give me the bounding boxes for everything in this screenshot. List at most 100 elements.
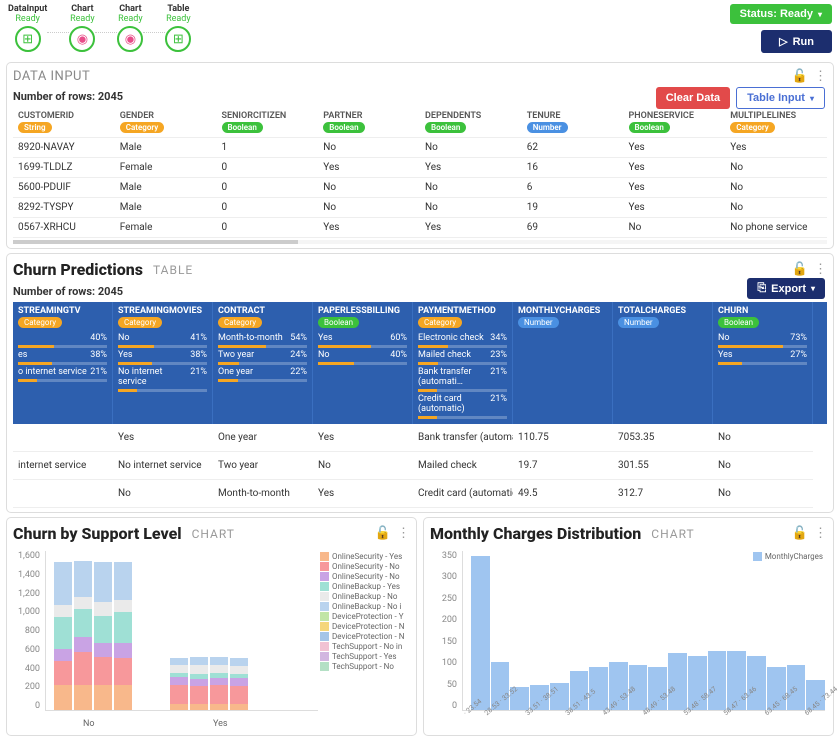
table-row[interactable]: internet serviceNo internet serviceTwo y…: [13, 452, 827, 480]
legend-item: OnlineBackup - No i: [320, 602, 410, 611]
column-header[interactable]: TENURENumber: [522, 107, 624, 138]
type-tag: Number: [518, 317, 559, 328]
cell: No: [318, 138, 420, 158]
run-button[interactable]: ▷Run: [761, 30, 832, 53]
h-scrollbar[interactable]: [13, 240, 827, 244]
run-label: Run: [793, 36, 814, 48]
cell: No: [713, 424, 813, 452]
table-row[interactable]: 1699-TLDLZFemale0YesYes16YesNo: [13, 158, 827, 178]
clear-data-button[interactable]: Clear Data: [656, 87, 730, 109]
column-header[interactable]: CUSTOMERIDString: [13, 107, 115, 138]
cell: No: [113, 480, 213, 508]
y-tick: 250: [430, 594, 457, 604]
cell: Yes: [624, 178, 726, 198]
cell: No: [318, 178, 420, 198]
step-title: Table: [165, 4, 191, 14]
legend-swatch: [320, 592, 329, 601]
more-icon[interactable]: ⋮: [814, 262, 827, 277]
cell: No: [420, 138, 522, 158]
panel-subtitle: TABLE: [153, 263, 193, 277]
cell: internet service: [13, 452, 113, 480]
type-tag: String: [18, 122, 52, 133]
legend-item: MonthlyCharges: [753, 552, 823, 561]
more-icon[interactable]: ⋮: [397, 526, 410, 541]
cell: 19: [522, 198, 624, 218]
step-status: Ready: [165, 14, 191, 24]
column-header[interactable]: STREAMINGMOVIESCategoryNo41%Yes38%No int…: [113, 302, 213, 424]
column-header[interactable]: MONTHLYCHARGESNumber: [513, 302, 613, 424]
lock-icon[interactable]: 🔓: [792, 69, 808, 84]
y-tick: 50: [430, 680, 457, 690]
stacked-bar: [74, 561, 92, 710]
cell: 49.5: [513, 480, 613, 508]
legend-swatch: [320, 572, 329, 581]
type-tag: Category: [730, 122, 775, 133]
legend-swatch: [753, 552, 762, 561]
y-tick: 350: [430, 551, 457, 561]
type-tag: Category: [218, 317, 262, 328]
column-header[interactable]: TOTALCHARGESNumber: [613, 302, 713, 424]
export-button[interactable]: ⎘Export ▾: [747, 278, 825, 299]
lock-icon[interactable]: 🔓: [792, 262, 808, 277]
table-row[interactable]: 8292-TYSPYMale0NoNo19YesNo: [13, 198, 827, 218]
legend-swatch: [320, 602, 329, 611]
column-header[interactable]: STREAMINGTVCategory40%es38%o internet se…: [13, 302, 113, 424]
legend-swatch: [320, 632, 329, 641]
cell: 1699-TLDLZ: [13, 158, 115, 178]
lock-icon[interactable]: 🔓: [375, 526, 391, 541]
cell: 7053.35: [613, 424, 713, 452]
column-header[interactable]: PAPERLESSBILLINGBooleanYes60%No40%: [313, 302, 413, 424]
panel-subtitle: CHART: [651, 527, 694, 541]
type-tag: Boolean: [323, 122, 364, 133]
legend-item: DeviceProtection - N: [320, 632, 410, 641]
column-header[interactable]: PARTNERBoolean: [318, 107, 420, 138]
pipeline-step[interactable]: ChartReady◉: [69, 4, 95, 54]
column-header[interactable]: PAYMENTMETHODCategoryElectronic check34%…: [413, 302, 513, 424]
table-input-button[interactable]: Table Input ▾: [736, 87, 825, 109]
stacked-bar: [230, 657, 248, 710]
stacked-bar: [94, 561, 112, 710]
cell: 69: [522, 218, 624, 238]
y-tick: 0: [13, 701, 40, 711]
column-header[interactable]: PHONESERVICEBoolean: [624, 107, 726, 138]
hist-chart: 350300250200150100500 MonthlyCharges · 2…: [430, 551, 827, 731]
y-tick: 150: [430, 637, 457, 647]
table-row[interactable]: NoMonth-to-monthYesCredit card (automati…: [13, 480, 827, 508]
column-header[interactable]: MULTIPLELINESCategory: [725, 107, 827, 138]
cell: Yes: [318, 218, 420, 238]
table-icon: ⊞: [165, 26, 191, 52]
x-label: Yes: [213, 719, 228, 729]
more-icon[interactable]: ⋮: [814, 69, 827, 84]
pipeline-step[interactable]: DataInputReady⊞: [8, 4, 47, 54]
table-row[interactable]: 8920-NAVAYMale1NoNo62YesYes: [13, 138, 827, 158]
y-tick: 1,200: [13, 589, 40, 599]
cell: Two year: [213, 452, 313, 480]
step-status: Ready: [69, 14, 95, 24]
churn-chart-panel: Churn by Support Level CHART 🔓⋮ 1,6001,4…: [6, 517, 417, 736]
cell: 312.7: [613, 480, 713, 508]
column-header[interactable]: GENDERCategory: [115, 107, 217, 138]
export-icon: ⎘: [757, 282, 766, 295]
panel-subtitle: CHART: [192, 527, 235, 541]
type-tag: Boolean: [318, 317, 359, 328]
legend-swatch: [320, 622, 329, 631]
more-icon[interactable]: ⋮: [814, 526, 827, 541]
legend-swatch: [320, 662, 329, 671]
legend-item: DeviceProtection - N: [320, 622, 410, 631]
pipeline-step[interactable]: ChartReady◉: [117, 4, 143, 54]
cell: 5600-PDUIF: [13, 178, 115, 198]
column-header[interactable]: SENIORCITIZENBoolean: [217, 107, 319, 138]
column-header[interactable]: DEPENDENTSBoolean: [420, 107, 522, 138]
cell: No internet service: [113, 452, 213, 480]
datainput-panel: DATA INPUT 🔓⋮ Number of rows: 2045 Clear…: [6, 62, 834, 249]
table-row[interactable]: YesOne yearYesBank transfer (automatic)1…: [13, 424, 827, 452]
table-row[interactable]: 5600-PDUIFMale0NoNo6YesNo: [13, 178, 827, 198]
lock-icon[interactable]: 🔓: [792, 526, 808, 541]
status-button[interactable]: Status: Ready▾: [730, 4, 832, 24]
step-title: Chart: [69, 4, 95, 14]
pipeline-step[interactable]: TableReady ⊞: [165, 4, 191, 54]
column-header[interactable]: CHURNBooleanNo73%Yes27%: [713, 302, 813, 424]
legend-item: OnlineSecurity - Yes: [320, 552, 410, 561]
column-header[interactable]: CONTRACTCategoryMonth-to-month54%Two yea…: [213, 302, 313, 424]
table-row[interactable]: 0567-XRHCUFemale0YesYes69NoNo phone serv…: [13, 218, 827, 238]
